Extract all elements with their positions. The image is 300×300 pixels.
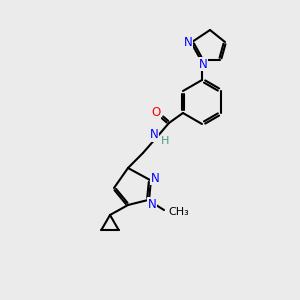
Text: H: H	[161, 136, 169, 146]
Text: N: N	[148, 197, 156, 211]
Text: N: N	[199, 58, 207, 70]
Text: O: O	[151, 106, 160, 119]
Text: N: N	[184, 35, 192, 49]
Text: CH₃: CH₃	[168, 207, 189, 217]
Text: N: N	[150, 128, 158, 142]
Text: N: N	[151, 172, 159, 184]
